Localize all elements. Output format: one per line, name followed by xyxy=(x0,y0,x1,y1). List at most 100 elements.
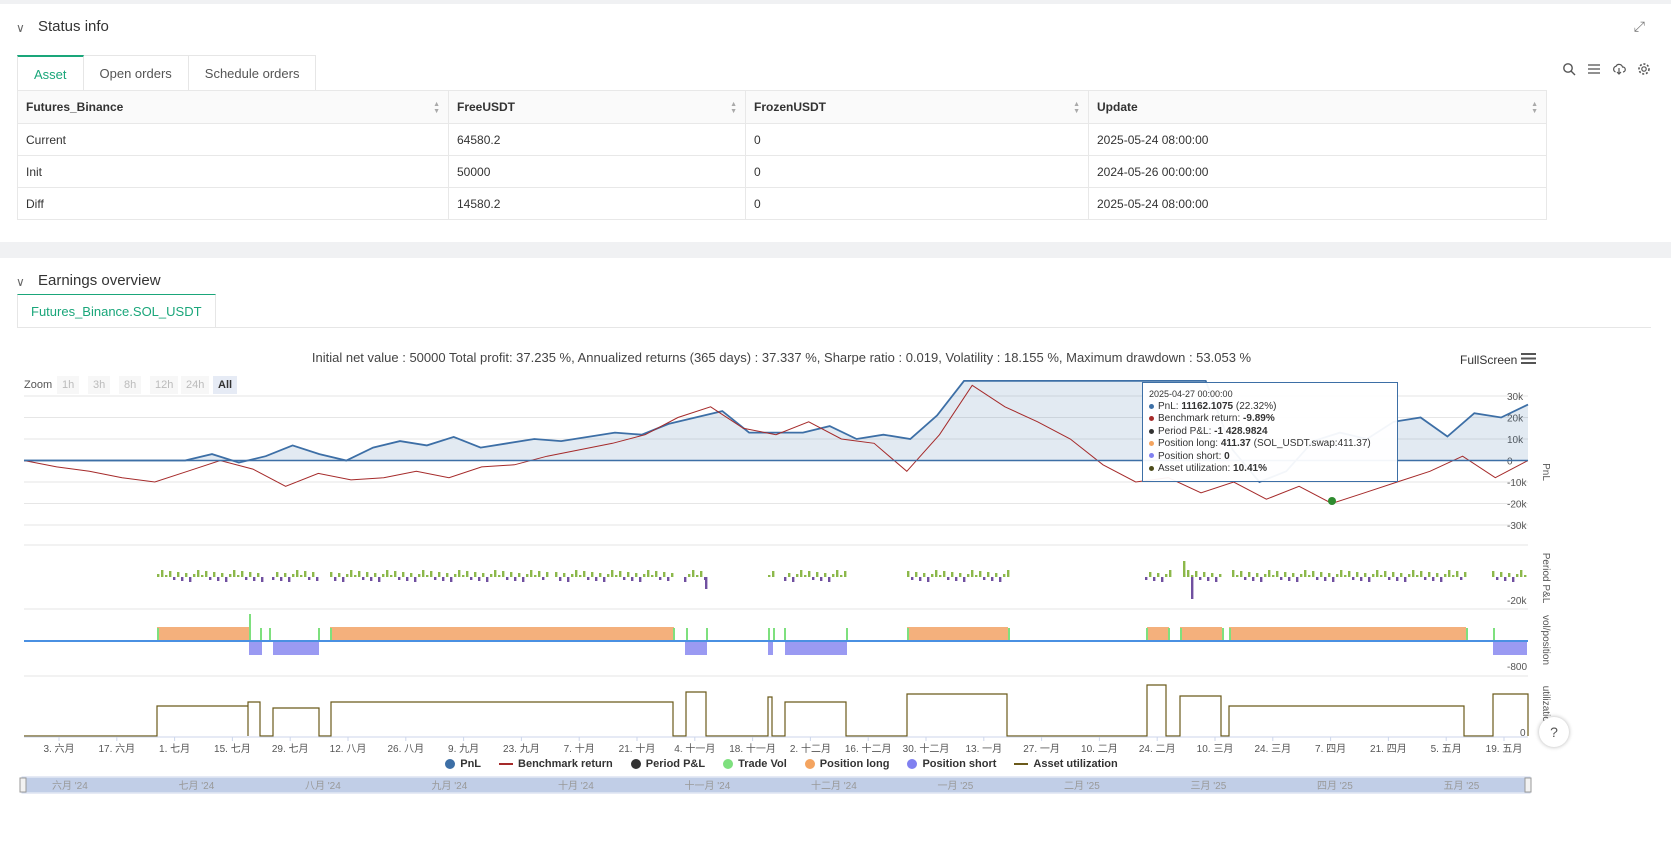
tooltip-label: Position long: xyxy=(1158,438,1221,450)
zoom-label: Zoom xyxy=(24,379,53,391)
asset-table: Futures_Binance ▲ ▼ FreeUSDT ▲ ▼ FrozenUSDT ▲… xyxy=(17,90,1547,220)
table-cell: 0 xyxy=(745,155,1089,188)
row-label-diff: Diff xyxy=(17,187,449,220)
zoom-1h-button[interactable]: 1h xyxy=(57,376,80,394)
table-cell: 0 xyxy=(745,187,1089,220)
column-header[interactable]: FrozenUSDT ▲ ▼ xyxy=(745,90,1089,124)
earnings-panel-header[interactable]: ∨ Earnings overview xyxy=(0,258,1671,306)
zoom-24h-button[interactable]: 24h xyxy=(181,376,210,394)
status-tabs: Asset Open orders Schedule orders xyxy=(17,55,317,91)
tooltip-value: -9.89% xyxy=(1243,413,1275,425)
earnings-overview-panel: ∨ Earnings overview Futures_Binance.SOL_… xyxy=(0,258,1671,851)
legend-item[interactable]: Trade Vol xyxy=(723,758,787,770)
series-dot xyxy=(1149,403,1154,409)
table-cell: 2025-05-24 08:00:00 xyxy=(1088,187,1547,220)
row-label-init: Init xyxy=(17,155,449,188)
legend-item[interactable]: Asset utilization xyxy=(1014,758,1118,770)
tooltip-date: 2025-04-27 00:00:00 xyxy=(1149,389,1233,399)
column-header[interactable]: Update ▲ ▼ xyxy=(1088,90,1547,124)
zoom-12h-button[interactable]: 12h xyxy=(150,376,179,394)
legend-label: Benchmark return xyxy=(518,758,613,770)
legend-item[interactable]: Benchmark return xyxy=(499,758,613,770)
series-dot xyxy=(1149,441,1154,447)
sort-icon[interactable]: ▲ ▼ xyxy=(433,101,440,115)
chevron-down-icon[interactable]: ∨ xyxy=(16,21,25,35)
legend-label: PnL xyxy=(460,758,482,770)
tooltip-row: Position long: 411.37 (SOL_USDT.swap:411… xyxy=(1149,438,1391,450)
list-icon[interactable] xyxy=(1587,62,1601,76)
status-info-panel: ∨ Status info ⤢ Asset Open orders Schedu… xyxy=(0,4,1671,242)
tooltip-label: Asset utilization: xyxy=(1158,462,1234,474)
tooltip-value: 411.37 xyxy=(1220,438,1251,450)
legend-symbol xyxy=(723,759,734,769)
table-cell: 50000 xyxy=(448,155,746,188)
table-cell: 2025-05-24 08:00:00 xyxy=(1088,123,1547,156)
sort-icon[interactable]: ▲ ▼ xyxy=(1073,101,1080,115)
tooltip-extra: (22.32%) xyxy=(1233,401,1277,412)
legend-label: Position long xyxy=(819,758,890,770)
series-dot xyxy=(1149,453,1154,459)
chart-tooltip: 2025-04-27 00:00:00 PnL: 11162.1075 (22.… xyxy=(1142,382,1398,482)
performance-summary: Initial net value : 50000 Total profit: … xyxy=(311,350,1252,365)
divider xyxy=(17,327,1651,328)
sort-icon[interactable]: ▲ ▼ xyxy=(1531,101,1538,115)
legend-item[interactable]: Position short xyxy=(907,758,996,770)
chart-menu-icon[interactable] xyxy=(1521,352,1536,370)
table-cell: 2024-05-26 00:00:00 xyxy=(1088,155,1547,188)
table-header-row: Futures_Binance ▲ ▼ FreeUSDT ▲ ▼ FrozenUSDT ▲… xyxy=(17,90,1547,124)
legend-symbol xyxy=(499,763,514,765)
legend-symbol xyxy=(1014,763,1029,765)
status-panel-header[interactable]: ∨ Status info ⤢ xyxy=(0,4,1671,52)
legend-label: Period P&L xyxy=(645,758,706,770)
legend-symbol xyxy=(445,759,456,769)
legend-item[interactable]: Position long xyxy=(804,758,890,770)
legend-item[interactable]: Period P&L xyxy=(630,758,706,770)
collapse-icon[interactable]: ⤢ xyxy=(1633,18,1645,34)
series-dot xyxy=(1149,465,1154,471)
cloud-download-icon[interactable] xyxy=(1612,62,1626,76)
legend-symbol xyxy=(630,759,641,769)
help-icon[interactable]: ? xyxy=(1539,717,1569,747)
zoom-all-button[interactable]: All xyxy=(213,376,238,394)
earnings-panel-title: Earnings overview xyxy=(38,272,161,289)
tooltip-label: Benchmark return: xyxy=(1158,413,1244,425)
gear-icon[interactable] xyxy=(1637,62,1651,76)
column-header[interactable]: FreeUSDT ▲ ▼ xyxy=(448,90,746,124)
legend-label: Asset utilization xyxy=(1033,758,1118,770)
tooltip-row: Position short: 0 xyxy=(1149,451,1391,463)
tab-schedule-orders[interactable]: Schedule orders xyxy=(188,55,317,91)
sort-icon[interactable]: ▲ ▼ xyxy=(730,101,737,115)
legend-label: Position short xyxy=(922,758,997,770)
legend-item[interactable]: PnL xyxy=(445,758,481,770)
table-toolbar xyxy=(1562,62,1651,76)
tooltip-extra: (SOL_USDT.swap:411.37) xyxy=(1250,438,1371,450)
search-icon[interactable] xyxy=(1562,62,1576,76)
tooltip-label: Position short: xyxy=(1158,450,1225,462)
table-row: Init 50000 0 2024-05-26 00:00:00 xyxy=(17,155,1547,188)
tab-asset[interactable]: Asset xyxy=(17,55,84,91)
tooltip-row: Asset utilization: 10.41% xyxy=(1149,463,1391,475)
tooltip-value: 11162.1075 xyxy=(1181,401,1234,412)
chart-legend: PnL Benchmark return Period P&L Trade Vol Po… xyxy=(0,758,1563,770)
table-row: Current 64580.2 0 2025-05-24 08:00:00 xyxy=(17,123,1547,156)
fullscreen-button[interactable]: FullScreen xyxy=(1460,353,1518,367)
legend-label: Trade Vol xyxy=(738,758,787,770)
tooltip-row: Benchmark return: -9.89% xyxy=(1149,413,1391,425)
zoom-3h-button[interactable]: 3h xyxy=(88,376,111,394)
table-row: Diff 14580.2 0 2025-05-24 08:00:00 xyxy=(17,187,1547,220)
column-header[interactable]: Futures_Binance ▲ ▼ xyxy=(17,90,449,124)
series-dot xyxy=(1149,416,1154,422)
tooltip-label: PnL: xyxy=(1158,401,1182,412)
tooltip-label: Period P&L: xyxy=(1158,425,1215,437)
chevron-down-icon[interactable]: ∨ xyxy=(16,275,25,289)
tab-futures-binance-sol-usdt[interactable]: Futures_Binance.SOL_USDT xyxy=(17,294,216,328)
tab-open-orders[interactable]: Open orders xyxy=(83,55,189,91)
table-cell: 64580.2 xyxy=(448,123,746,156)
status-panel-title: Status info xyxy=(38,18,109,35)
legend-symbol xyxy=(907,759,918,769)
zoom-8h-button[interactable]: 8h xyxy=(119,376,142,394)
legend-symbol xyxy=(804,759,815,769)
table-cell: 14580.2 xyxy=(448,187,746,220)
table-cell: 0 xyxy=(745,123,1089,156)
row-label-current[interactable]: Current xyxy=(17,123,449,156)
